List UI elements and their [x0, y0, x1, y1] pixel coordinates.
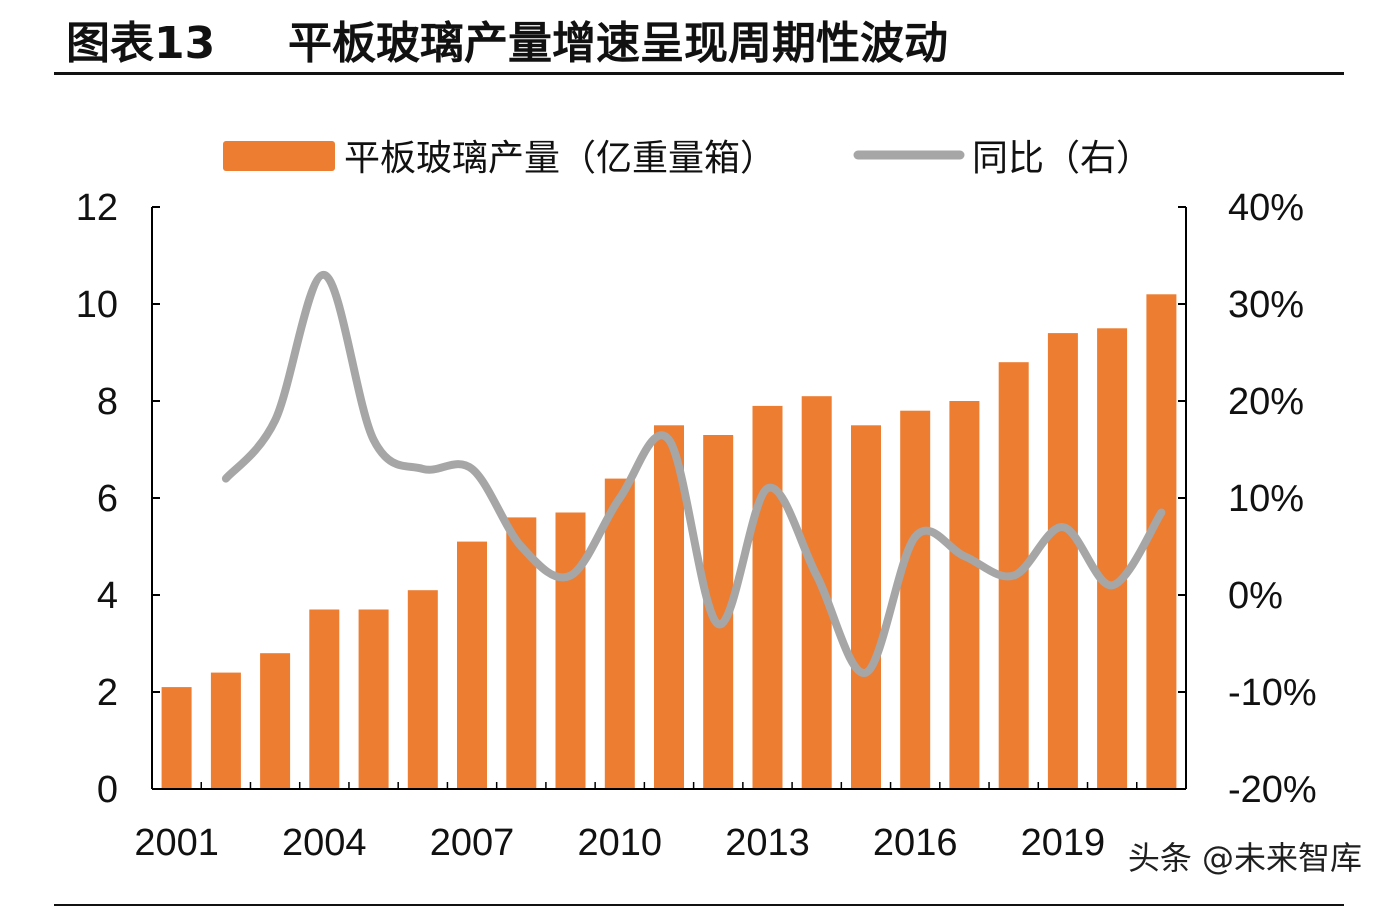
bottom-divider: [54, 904, 1344, 906]
title-divider: [54, 72, 1344, 75]
bar-2021: [1146, 294, 1177, 789]
bar-2020: [1097, 328, 1128, 790]
left-tick-label: 10: [76, 284, 118, 326]
left-tick-label: 6: [97, 478, 118, 520]
right-tick-label: 30%: [1228, 284, 1304, 326]
right-tick-label: 10%: [1228, 478, 1304, 520]
x-tick-label-2007: 2007: [430, 822, 515, 864]
bar-2006: [407, 590, 438, 789]
legend-swatch-production: [223, 141, 335, 171]
bar-2019: [1047, 333, 1078, 789]
bar-2009: [555, 512, 586, 789]
right-tick-label: -20%: [1228, 769, 1317, 811]
legend-label-yoy: 同比（右）: [972, 138, 1152, 179]
bar-2005: [358, 609, 389, 789]
bar-2002: [210, 672, 241, 789]
yoy-growth-line: [221, 270, 1166, 677]
bar-2004: [309, 609, 340, 789]
left-tick-label: 4: [97, 575, 118, 617]
figure-label: 图表13: [66, 18, 216, 69]
left-tick-label: 12: [76, 187, 118, 229]
bar-2017: [949, 401, 980, 789]
bar-2015: [851, 425, 881, 790]
right-tick-label: 40%: [1228, 187, 1304, 229]
bar-2010: [604, 478, 635, 789]
figure-title: 平板玻璃产量增速呈现周期性波动: [288, 18, 948, 69]
bar-2011: [654, 425, 684, 790]
x-tick-label-2004: 2004: [282, 822, 367, 864]
bar-2003: [260, 653, 291, 789]
right-tick-label: -10%: [1228, 672, 1317, 714]
left-tick-label: 2: [97, 672, 118, 714]
x-tick-label-2001: 2001: [134, 822, 219, 864]
legend-label-production: 平板玻璃产量（亿重量箱）: [344, 138, 776, 179]
x-tick-label-2013: 2013: [725, 822, 810, 864]
right-tick-label: 0%: [1228, 575, 1283, 617]
right-tick-label: 20%: [1228, 381, 1304, 423]
left-tick-label: 8: [97, 381, 118, 423]
x-tick-label-2016: 2016: [873, 822, 958, 864]
left-tick-label: 0: [97, 769, 118, 811]
bar-2001: [161, 687, 192, 789]
bar-2007: [457, 541, 487, 789]
figure-header: 图表13 平板玻璃产量增速呈现周期性波动: [58, 10, 1344, 72]
x-tick-label-2010: 2010: [578, 822, 663, 864]
bar-2016: [900, 410, 931, 789]
watermark-text: 头条 @未来智库: [1127, 839, 1362, 877]
x-tick-label-2019: 2019: [1021, 822, 1106, 864]
bar-2013: [752, 405, 783, 789]
